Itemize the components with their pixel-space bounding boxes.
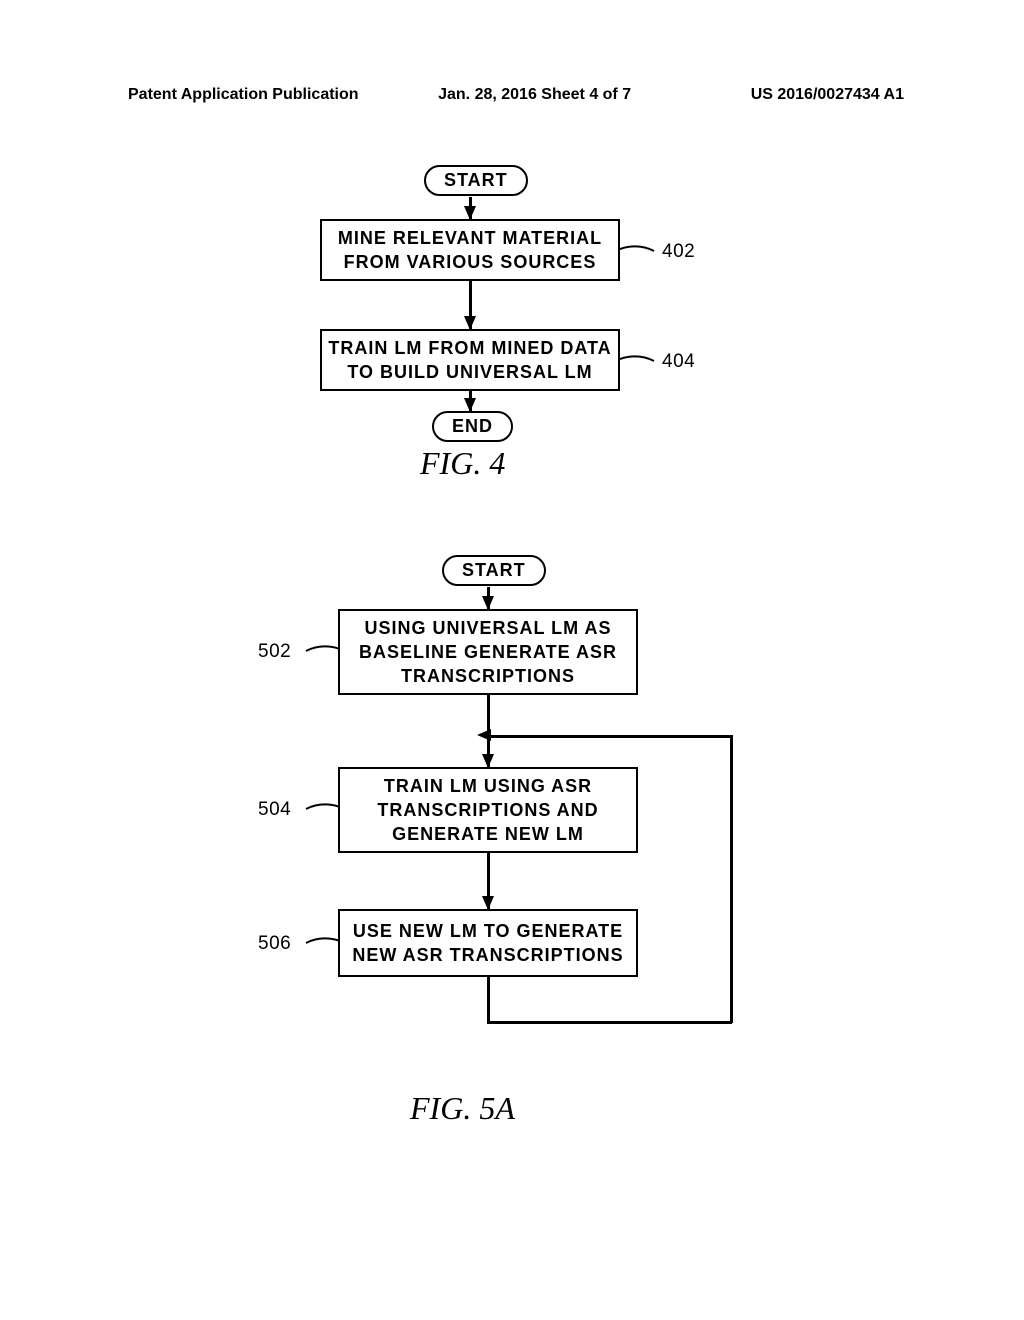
- fig5-step-504: TRAIN LM USING ASR TRANSCRIPTIONS AND GE…: [338, 767, 638, 853]
- ref-502: 502: [258, 641, 291, 663]
- loop-h-bottom: [487, 1021, 732, 1024]
- ref-506: 506: [258, 933, 291, 955]
- fig4-step-404: TRAIN LM FROM MINED DATA TO BUILD UNIVER…: [320, 329, 620, 391]
- step504-text: TRAIN LM USING ASR TRANSCRIPTIONS AND GE…: [377, 774, 598, 847]
- fig5-arrow1: [487, 587, 490, 609]
- leader-506: [300, 935, 340, 955]
- leader-504: [300, 801, 340, 821]
- ref-404: 404: [662, 351, 695, 373]
- header-right: US 2016/0027434 A1: [751, 86, 904, 104]
- fig4-container: START MINE RELEVANT MATERIAL FROM VARIOU…: [0, 165, 1024, 485]
- header-center: Jan. 28, 2016 Sheet 4 of 7: [438, 86, 631, 104]
- fig4-arrow3: [469, 391, 472, 411]
- fig5-step-506: USE NEW LM TO GENERATE NEW ASR TRANSCRIP…: [338, 909, 638, 977]
- fig4-start-terminal: START: [424, 165, 528, 196]
- leader-402: [620, 243, 660, 263]
- fig5-container: START USING UNIVERSAL LM AS BASELINE GEN…: [0, 555, 1024, 1135]
- fig5-step-502: USING UNIVERSAL LM AS BASELINE GENERATE …: [338, 609, 638, 695]
- leader-404: [620, 353, 660, 373]
- fig5-arrow3: [487, 853, 490, 909]
- fig4-arrow1: [469, 197, 472, 219]
- step506-text: USE NEW LM TO GENERATE NEW ASR TRANSCRIP…: [352, 919, 623, 968]
- step502-text: USING UNIVERSAL LM AS BASELINE GENERATE …: [359, 616, 617, 689]
- start-label: START: [462, 560, 526, 580]
- ref-402: 402: [662, 241, 695, 263]
- step404-text: TRAIN LM FROM MINED DATA TO BUILD UNIVER…: [328, 336, 611, 385]
- loop-arrowhead: [477, 729, 491, 741]
- start-label: START: [444, 170, 508, 190]
- loop-v-right: [730, 735, 733, 1023]
- step402-text: MINE RELEVANT MATERIAL FROM VARIOUS SOUR…: [338, 226, 602, 275]
- fig5-start-terminal: START: [442, 555, 546, 586]
- leader-502: [300, 643, 340, 663]
- end-label: END: [452, 416, 493, 436]
- fig5-label: FIG. 5A: [410, 1090, 515, 1127]
- header-left: Patent Application Publication: [128, 86, 359, 104]
- loop-v1: [487, 977, 490, 1021]
- fig4-arrow2: [469, 281, 472, 329]
- ref-504: 504: [258, 799, 291, 821]
- fig4-step-402: MINE RELEVANT MATERIAL FROM VARIOUS SOUR…: [320, 219, 620, 281]
- fig4-label: FIG. 4: [420, 445, 505, 482]
- loop-h-top: [490, 735, 732, 738]
- page-header: Patent Application Publication Jan. 28, …: [0, 86, 1024, 104]
- fig4-end-terminal: END: [432, 411, 513, 442]
